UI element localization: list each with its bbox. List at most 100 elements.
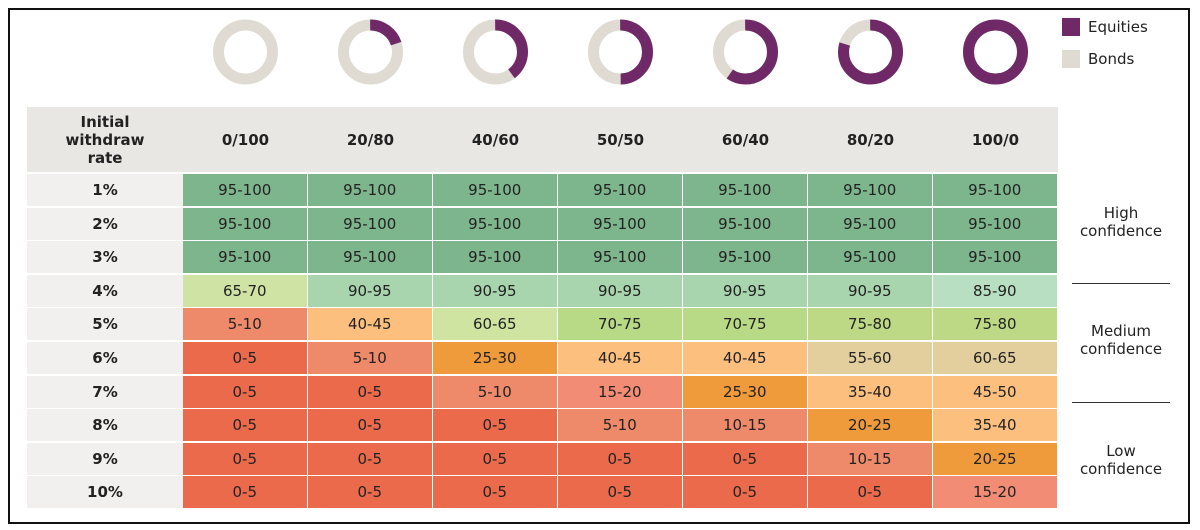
- cell: 35-40: [808, 375, 932, 408]
- cell: 95-100: [558, 174, 682, 207]
- cell: 95-100: [183, 241, 307, 274]
- donut-equities: [713, 19, 778, 85]
- cell: 15-20: [933, 476, 1057, 509]
- cell: 60-65: [433, 308, 557, 341]
- column-header: 100/0: [971, 130, 1020, 149]
- cell: 10-15: [808, 442, 932, 475]
- cell: 0-5: [558, 476, 682, 509]
- cell: 95-100: [308, 174, 432, 207]
- cell: 0-5: [433, 409, 557, 442]
- column-header: 50/50: [596, 130, 645, 149]
- cell: 0-5: [183, 409, 307, 442]
- row-label: 7%: [27, 375, 183, 408]
- row-label: 9%: [27, 442, 183, 475]
- divider: [1072, 402, 1170, 403]
- cell: 45-50: [933, 375, 1057, 408]
- cell: 90-95: [683, 274, 807, 307]
- row-label: 4%: [27, 274, 183, 307]
- cell: 75-80: [808, 308, 932, 341]
- cell: 0-5: [183, 342, 307, 375]
- cell: 90-95: [308, 274, 432, 307]
- cell: 95-100: [433, 241, 557, 274]
- cell: 20-25: [808, 409, 932, 442]
- row-label: 10%: [27, 476, 183, 509]
- cell: 70-75: [683, 308, 807, 341]
- cell: 0-5: [183, 442, 307, 475]
- cell: 25-30: [683, 375, 807, 408]
- cell: 0-5: [308, 442, 432, 475]
- cell: 70-75: [558, 308, 682, 341]
- divider: [1072, 283, 1170, 284]
- cell: 95-100: [308, 207, 432, 240]
- cell: 0-5: [433, 442, 557, 475]
- donut-equities: [338, 19, 403, 85]
- cell: 65-70: [183, 274, 307, 307]
- legend-label: Bonds: [1088, 50, 1134, 68]
- cell: 0-5: [808, 476, 932, 509]
- cell: 95-100: [808, 241, 932, 274]
- cell: 40-45: [558, 342, 682, 375]
- cell: 0-5: [183, 476, 307, 509]
- cell: 40-45: [683, 342, 807, 375]
- column-header: 80/20: [846, 130, 895, 149]
- row-label: 6%: [27, 342, 183, 375]
- cell: 95-100: [933, 174, 1057, 207]
- cell: 0-5: [558, 442, 682, 475]
- header-bg: [27, 107, 1058, 172]
- cell: 95-100: [183, 207, 307, 240]
- donut-bonds: [213, 19, 278, 85]
- cell: 95-100: [308, 241, 432, 274]
- cell: 5-10: [183, 308, 307, 341]
- donut-equities: [838, 19, 903, 85]
- cell: 5-10: [558, 409, 682, 442]
- cell: 5-10: [433, 375, 557, 408]
- cell: 0-5: [683, 476, 807, 509]
- column-header: 0/100: [221, 130, 270, 149]
- legend-swatch: [1062, 18, 1080, 36]
- cell: 35-40: [933, 409, 1057, 442]
- donut-equities: [463, 19, 528, 85]
- cell: 0-5: [308, 375, 432, 408]
- cell: 85-90: [933, 274, 1057, 307]
- cell: 40-45: [308, 308, 432, 341]
- cell: 95-100: [683, 174, 807, 207]
- cell: 95-100: [433, 174, 557, 207]
- cell: 5-10: [308, 342, 432, 375]
- cell: 0-5: [433, 476, 557, 509]
- cell: 0-5: [683, 442, 807, 475]
- cell: 90-95: [808, 274, 932, 307]
- cell: 0-5: [308, 476, 432, 509]
- donut-row: Equities Bonds: [213, 18, 1148, 85]
- cell: 20-25: [933, 442, 1057, 475]
- cell: 95-100: [808, 174, 932, 207]
- cell: 0-5: [183, 375, 307, 408]
- cell: 95-100: [558, 207, 682, 240]
- frame: [8, 8, 1190, 524]
- cell: 95-100: [558, 241, 682, 274]
- cell: 95-100: [933, 241, 1057, 274]
- column-header: 40/60: [471, 130, 520, 149]
- cell: 95-100: [183, 174, 307, 207]
- cell: 95-100: [808, 207, 932, 240]
- donut-equities: [588, 19, 653, 85]
- row-header: Initial withdraw rate: [65, 112, 145, 167]
- legend-swatch: [1062, 50, 1080, 68]
- column-header: 60/40: [721, 130, 770, 149]
- cell: 25-30: [433, 342, 557, 375]
- column-header: 20/80: [346, 130, 395, 149]
- confidence-label: High confidence: [1079, 204, 1163, 240]
- cell: 95-100: [683, 241, 807, 274]
- cell: 90-95: [433, 274, 557, 307]
- cell: 90-95: [558, 274, 682, 307]
- cell: 0-5: [308, 409, 432, 442]
- row-label: 5%: [27, 308, 183, 341]
- cell: 95-100: [933, 207, 1057, 240]
- cell: 55-60: [808, 342, 932, 375]
- cell: 95-100: [433, 207, 557, 240]
- row-label: 2%: [27, 207, 183, 240]
- confidence-label: Medium confidence: [1079, 322, 1163, 358]
- cell: 95-100: [683, 207, 807, 240]
- donut-equities: [963, 19, 1028, 85]
- row-label: 3%: [27, 241, 183, 274]
